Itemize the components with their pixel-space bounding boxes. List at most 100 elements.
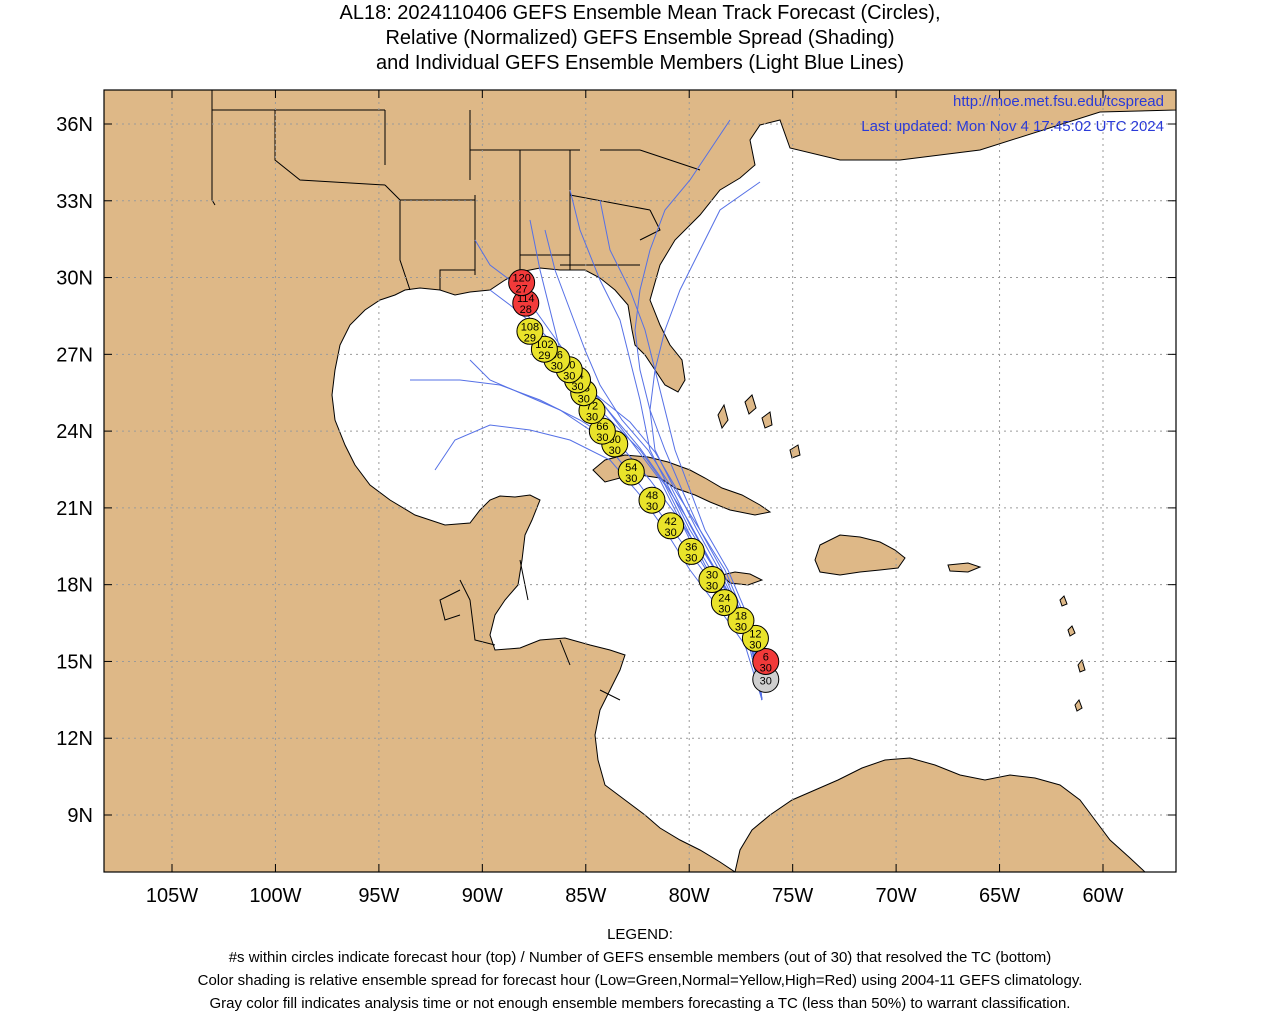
- lat-label: 12N: [56, 728, 93, 750]
- lat-label: 33N: [56, 191, 93, 213]
- puerto-rico-land: [947, 562, 982, 573]
- member-count-label: 28: [520, 304, 532, 316]
- member-track: [634, 119, 763, 701]
- lon-label: 85W: [565, 885, 606, 907]
- track-circle: [698, 566, 726, 594]
- member-count-label: 30: [664, 527, 676, 539]
- hispaniola-land: [814, 534, 906, 576]
- lon-label: 95W: [358, 885, 399, 907]
- forecast-hour-label: 108: [521, 321, 539, 333]
- member-count-label: 30: [646, 501, 658, 513]
- source-url[interactable]: http://moe.met.fsu.edu/tcspread: [953, 93, 1164, 110]
- forecast-hour-label: 18: [735, 610, 747, 622]
- member-count-label: 30: [735, 621, 747, 633]
- forecast-hour-label: 42: [664, 516, 676, 528]
- state-borders: [211, 90, 701, 701]
- member-count-label: 30: [551, 360, 563, 372]
- lat-label: 36N: [56, 114, 93, 136]
- legend-line-3: Gray color fill indicates analysis time …: [209, 995, 1071, 1012]
- map-frame: [103, 89, 1177, 873]
- member-count-label: 30: [571, 381, 583, 393]
- track-circle: [710, 589, 738, 617]
- lon-label: 105W: [146, 885, 198, 907]
- member-count-label: 30: [760, 662, 772, 674]
- member-count-label: 30: [625, 473, 637, 485]
- legend-line-1: #s within circles indicate forecast hour…: [228, 949, 1052, 966]
- legend-heading: LEGEND:: [607, 926, 673, 943]
- member-count-label: 27: [516, 284, 528, 296]
- forecast-hour-label: 6: [763, 651, 769, 663]
- bahamas-land: [717, 394, 801, 459]
- track-circle: [741, 624, 769, 652]
- axis-labels: 36N 33N 30N 27N 24N 21N 18N 15N 12N 9N 105W 100W 95W…: [56, 90, 1176, 907]
- forecast-hour-label: 36: [685, 541, 697, 553]
- forecast-hour-label: 30: [706, 570, 718, 582]
- track-circle: [657, 512, 685, 540]
- lon-label: 100W: [249, 885, 301, 907]
- track-circle: [530, 335, 558, 363]
- lat-label: 21N: [56, 498, 93, 520]
- last-updated: Last updated: Mon Nov 4 17:45:02 UTC 202…: [861, 118, 1164, 135]
- lat-label: 27N: [56, 344, 93, 366]
- member-count-label: 30: [718, 604, 730, 616]
- mean-track-circles: 3063012301830243030303630423048305430603…: [508, 269, 780, 693]
- member-count-label: 30: [563, 371, 575, 383]
- member-count-label: 29: [538, 350, 550, 362]
- lon-label: 75W: [772, 885, 813, 907]
- member-count-label: 30: [578, 394, 590, 406]
- member-count-label: 30: [760, 675, 772, 687]
- member-count-label: 29: [524, 332, 536, 344]
- track-circle: [516, 317, 544, 345]
- forecast-hour-label: 54: [625, 462, 637, 474]
- lon-label: 60W: [1082, 885, 1123, 907]
- forecast-hour-label: 24: [718, 593, 730, 605]
- member-count-label: 30: [609, 445, 621, 457]
- forecast-hour-label: 48: [646, 490, 658, 502]
- member-count-label: 30: [685, 552, 697, 564]
- member-count-label: 30: [596, 432, 608, 444]
- member-count-label: 30: [706, 581, 718, 593]
- lon-label: 90W: [462, 885, 503, 907]
- member-count-label: 30: [749, 639, 761, 651]
- member-track: [649, 181, 763, 701]
- forecast-hour-label: 102: [535, 339, 553, 351]
- track-circle: [677, 537, 705, 565]
- north-america-land: [104, 90, 1176, 872]
- lat-label: 24N: [56, 421, 93, 443]
- lat-label: 30N: [56, 268, 93, 290]
- forecast-hour-label: 120: [512, 273, 530, 285]
- grid-lines: [104, 90, 1176, 872]
- title-line-1: AL18: 2024110406 GEFS Ensemble Mean Trac…: [339, 2, 941, 24]
- track-circle: [617, 458, 645, 486]
- track-circle: [727, 606, 755, 634]
- forecast-hour-label: 12: [749, 628, 761, 640]
- lon-label: 80W: [669, 885, 710, 907]
- lat-label: 15N: [56, 651, 93, 673]
- title-line-2: Relative (Normalized) GEFS Ensemble Spre…: [385, 27, 895, 49]
- forecast-hour-label: 66: [596, 421, 608, 433]
- title-line-3: and Individual GEFS Ensemble Members (Li…: [375, 52, 905, 74]
- track-circle: [638, 486, 666, 514]
- track-point: 630: [752, 647, 780, 675]
- lon-label: 65W: [979, 885, 1020, 907]
- track-circle: [508, 269, 536, 297]
- lat-label: 18N: [56, 575, 93, 597]
- lesser-antilles-land: [1059, 595, 1086, 712]
- member-count-label: 30: [586, 412, 598, 424]
- lon-label: 70W: [876, 885, 917, 907]
- legend-line-2: Color shading is relative ensemble sprea…: [197, 972, 1083, 989]
- lat-label: 9N: [67, 805, 93, 827]
